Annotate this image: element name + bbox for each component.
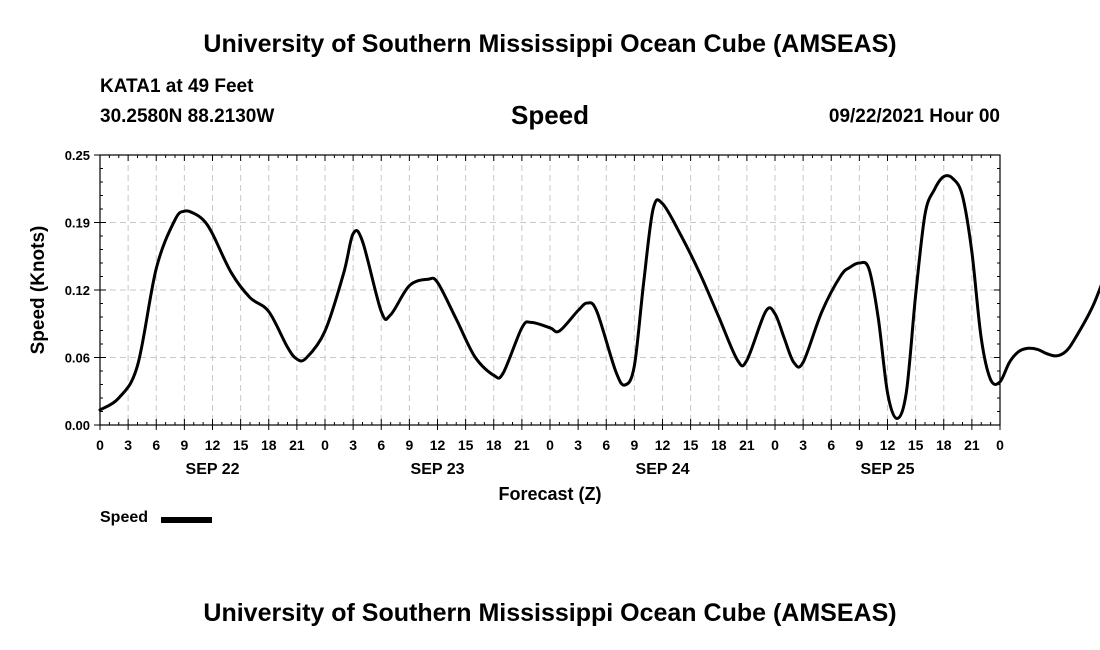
x-tick-label: 6 (377, 437, 385, 453)
x-axis-title: Forecast (Z) (498, 484, 601, 504)
x-tick-label: 6 (827, 437, 835, 453)
x-tick-label: 12 (655, 437, 671, 453)
x-tick-label: 3 (799, 437, 807, 453)
y-tick-label: 0.12 (65, 283, 90, 298)
page-title: University of Southern Mississippi Ocean… (203, 30, 897, 58)
x-tick-label: 21 (964, 437, 980, 453)
y-tick-label: 0.19 (65, 216, 90, 231)
x-tick-label: 0 (771, 437, 779, 453)
x-tick-label: 6 (602, 437, 610, 453)
coordinates-label: 30.2580N 88.2130W (100, 106, 275, 127)
day-label: SEP 22 (186, 461, 240, 478)
x-tick-label: 12 (430, 437, 446, 453)
x-tick-label: 6 (152, 437, 160, 453)
x-tick-label: 0 (996, 437, 1004, 453)
footer-title: University of Southern Mississippi Ocean… (203, 599, 897, 627)
x-tick-label: 0 (321, 437, 329, 453)
chart-title: Speed (510, 100, 590, 130)
x-tick-label: 15 (458, 437, 474, 453)
y-axis: 0.00 0.06 0.12 0.19 0.25 (65, 148, 100, 433)
legend-swatch (161, 517, 212, 523)
x-tick-label: 0 (546, 437, 554, 453)
x-tick-label: 18 (486, 437, 502, 453)
x-tick-label: 9 (855, 437, 863, 453)
x-tick-label: 3 (349, 437, 357, 453)
x-tick-label: 9 (405, 437, 413, 453)
x-tick-label: 12 (880, 437, 896, 453)
x-tick-label: 0 (96, 437, 104, 453)
x-tick-label: 15 (233, 437, 249, 453)
y-tick-label: 0.00 (65, 418, 90, 433)
day-label: SEP 24 (636, 461, 690, 478)
day-label: SEP 25 (861, 461, 915, 478)
x-tick-label: 18 (261, 437, 277, 453)
x-tick-label: 21 (739, 437, 755, 453)
day-label: SEP 23 (411, 461, 465, 478)
x-tick-label: 9 (630, 437, 638, 453)
y-tick-label: 0.25 (65, 148, 90, 163)
x-tick-label: 21 (289, 437, 305, 453)
day-labels: SEP 22 SEP 23 SEP 24 SEP 25 (186, 461, 915, 478)
x-tick-label: 12 (205, 437, 221, 453)
legend-label: Speed (100, 509, 149, 526)
x-tick-label: 15 (908, 437, 924, 453)
x-tick-label: 21 (514, 437, 530, 453)
speed-series-line (98, 174, 1100, 420)
x-axis: 0 3 6 9 12 15 18 21 0 3 6 9 12 15 18 21 0 3 6 9 12 15 18 21 0 3 6 9… (96, 425, 1004, 453)
x-tick-label: 15 (683, 437, 699, 453)
station-label: KATA1 at 49 Feet (100, 76, 254, 97)
x-tick-label: 3 (574, 437, 582, 453)
x-tick-label: 3 (124, 437, 132, 453)
x-tick-label: 18 (711, 437, 727, 453)
x-tick-label: 18 (936, 437, 952, 453)
forecast-date-label: 09/22/2021 Hour 00 (828, 106, 1000, 127)
y-axis-title: Speed (Knots) (28, 226, 49, 355)
x-tick-label: 9 (180, 437, 188, 453)
y-tick-label: 0.06 (65, 351, 90, 366)
chart-grid (100, 155, 1000, 425)
